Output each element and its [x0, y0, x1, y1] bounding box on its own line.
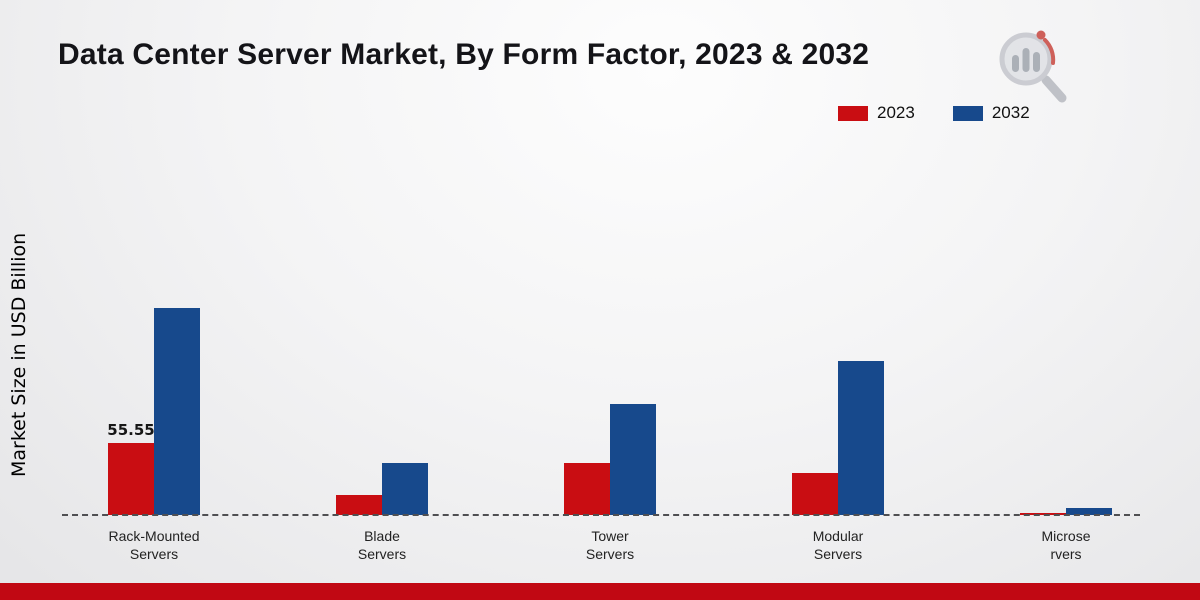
- bar-2023-3: [792, 473, 838, 515]
- bar-2032-4: [1066, 508, 1112, 515]
- bar-2023-0: 55.55: [107, 421, 155, 515]
- bar-value-label: 55.55: [107, 421, 155, 439]
- bar-2032-2: [610, 404, 656, 515]
- legend-label: 2023: [877, 103, 915, 122]
- legend-label: 2032: [991, 103, 1030, 122]
- bar-2023-1: [336, 495, 382, 515]
- bar-2023-2: [564, 463, 610, 515]
- legend-item-2023: 2023: [838, 103, 915, 123]
- zero-baseline: [62, 514, 1140, 516]
- category-label-1: Blade Servers: [357, 528, 407, 562]
- category-label-4: Microse rvers: [1041, 528, 1091, 562]
- bar-groups: 55.55 Rack-Mounted Servers Blade Servers Towe…: [40, 150, 1180, 562]
- category-label-3: Modular Servers: [812, 528, 864, 562]
- bar-2032-0: [154, 308, 200, 515]
- plot-area: 55.55 Rack-Mounted Servers Blade Servers Towe…: [40, 150, 1180, 562]
- bar-group-1: Blade Servers: [336, 463, 428, 562]
- footer-stripe: [0, 583, 1200, 600]
- logo-graphic: [999, 30, 1067, 103]
- legend-swatch-2032: [952, 105, 983, 121]
- legend-item-2032: 2032: [952, 103, 1030, 123]
- bar-group-0: 55.55 Rack-Mounted Servers: [107, 308, 200, 562]
- bar-2032-3: [838, 361, 884, 515]
- legend-swatch-2023: [838, 105, 868, 121]
- chart-title: Data Center Server Market, By Form Facto…: [58, 38, 870, 71]
- mrfr-logo: [990, 28, 1078, 115]
- category-label-0: Rack-Mounted Servers: [108, 528, 200, 562]
- bar-2032-1: [382, 463, 428, 515]
- bar-group-3: Modular Servers: [792, 361, 884, 562]
- category-label-2: Tower Servers: [585, 528, 635, 562]
- y-axis-label: Market Size in USD Billion: [8, 232, 30, 478]
- bar-group-2: Tower Servers: [564, 404, 656, 562]
- legend: 2023 2032: [838, 103, 1030, 123]
